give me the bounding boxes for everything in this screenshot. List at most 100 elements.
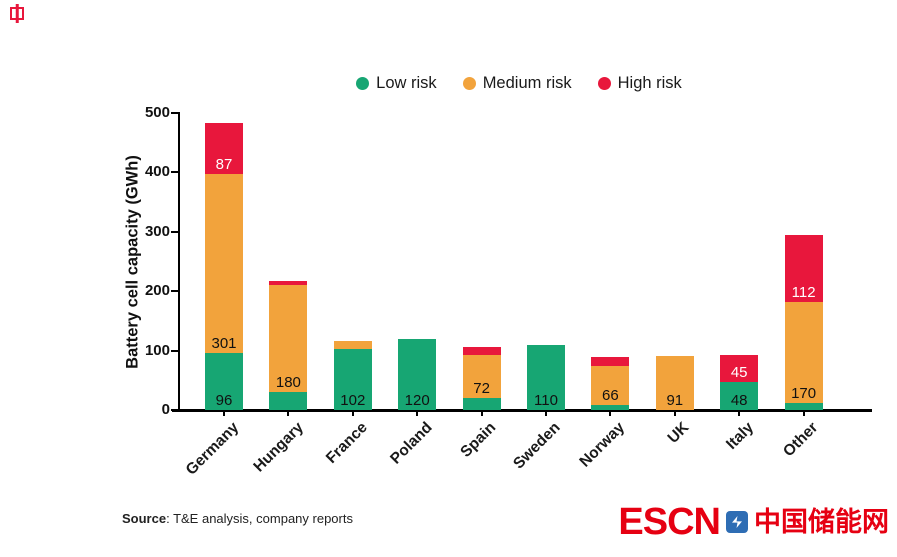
legend-item-medium-risk: Medium risk <box>462 74 572 93</box>
escn-logo-text: ESCN <box>618 501 721 543</box>
y-tick-label: 400 <box>144 163 170 181</box>
segment-medium-risk: 66 <box>591 366 630 406</box>
segment-high-risk: 112 <box>784 235 823 302</box>
bar-value-label: 72 <box>473 380 490 398</box>
source-label: Source <box>122 511 167 526</box>
x-tick-mark <box>545 410 547 416</box>
segment-low-risk <box>269 392 308 410</box>
segment-high-risk: 45 <box>720 354 759 382</box>
escn-logo: ESCN 中国储能网 <box>618 503 889 541</box>
x-axis-label: UK <box>664 419 693 447</box>
plot-area: 0 100 200 300 400 500 96 301 87 Germany 180 Hungary… <box>145 104 872 479</box>
bar-value-label: 48 <box>730 392 748 409</box>
segment-medium-risk: 180 <box>269 285 308 393</box>
x-axis-line <box>172 409 872 412</box>
legend: Low risk Medium risk High risk <box>178 74 860 93</box>
bar-sweden: 110 <box>527 344 565 410</box>
legend-label: High risk <box>617 74 682 92</box>
segment-high-risk: 87 <box>205 122 243 175</box>
x-axis-label: Other <box>780 419 822 461</box>
x-axis-label: Germany <box>182 419 243 479</box>
bar-value-label: 112 <box>791 283 816 301</box>
x-tick-mark <box>609 410 612 416</box>
bar-value-label: 110 <box>534 392 558 409</box>
y-tick-label: 200 <box>144 282 170 300</box>
segment-low-risk: 120 <box>398 338 437 410</box>
x-axis-label: Spain <box>457 419 500 461</box>
x-axis-label: France <box>322 419 371 467</box>
bar-value-label: 120 <box>404 392 430 409</box>
segment-high-risk <box>462 347 501 356</box>
legend-label: Low risk <box>376 74 437 92</box>
bar-value-label: 91 <box>666 392 684 409</box>
source-text: : T&E analysis, company reports <box>166 511 353 526</box>
segment-medium-risk: 72 <box>462 355 501 399</box>
x-tick-mark <box>738 410 741 416</box>
legend-dot <box>597 77 611 90</box>
legend-item-low-risk: Low risk <box>356 74 437 93</box>
bar-value-label: 66 <box>602 387 619 405</box>
segment-medium-risk: 301 <box>205 174 243 353</box>
x-tick-mark <box>351 410 354 416</box>
bar-value-label: 301 <box>211 334 237 352</box>
segment-low-risk <box>462 398 501 410</box>
y-tick-mark <box>171 290 180 293</box>
bar-value-label: 96 <box>215 392 233 409</box>
bar-value-label: 180 <box>275 374 301 392</box>
legend-label: Medium risk <box>482 74 572 92</box>
bar-value-label: 87 <box>215 156 233 174</box>
x-tick-mark <box>673 410 676 416</box>
bar-value-label: 45 <box>730 363 748 381</box>
segment-low-risk: 110 <box>527 344 565 410</box>
escn-logo-icon <box>726 511 748 533</box>
escn-logo-chinese-text: 中国储能网 <box>754 506 889 537</box>
x-tick-mark <box>480 410 483 416</box>
bar-uk: 91 <box>655 355 694 410</box>
y-tick-label: 0 <box>161 401 170 418</box>
y-axis-title: Battery cell capacity (GWh) <box>123 154 142 369</box>
segment-low-risk: 48 <box>720 381 759 410</box>
segment-medium-risk <box>333 341 372 350</box>
segment-low-risk <box>784 402 823 410</box>
corner-watermark-icon <box>10 7 24 20</box>
bar-value-label: 170 <box>791 384 817 402</box>
segment-medium-risk: 91 <box>655 355 694 410</box>
x-axis-label: Hungary <box>249 419 307 476</box>
x-axis-label: Sweden <box>510 419 565 473</box>
bar-poland: 120 <box>398 338 437 410</box>
segment-medium-risk: 170 <box>784 301 823 403</box>
bar-value-label: 102 <box>340 392 366 409</box>
y-axis-title-wrap: Battery cell capacity (GWh) <box>120 113 146 410</box>
legend-dot <box>462 77 476 90</box>
y-tick-label: 500 <box>144 104 170 121</box>
y-tick-mark <box>171 230 180 233</box>
bar-germany: 96 301 87 <box>205 122 243 410</box>
segment-high-risk <box>591 357 630 367</box>
x-axis-label: Italy <box>723 419 758 453</box>
bar-norway: 66 <box>591 357 630 410</box>
bar-france: 102 <box>333 341 372 410</box>
bar-other: 170 112 <box>784 235 823 410</box>
legend-item-high-risk: High risk <box>597 74 682 93</box>
y-tick-label: 100 <box>144 341 170 359</box>
bar-spain: 72 <box>462 347 501 410</box>
bar-italy: 48 45 <box>720 354 759 410</box>
y-tick-mark <box>171 349 180 352</box>
y-tick-mark <box>171 409 180 411</box>
x-tick-mark <box>223 410 225 416</box>
segment-low-risk <box>591 405 630 410</box>
legend-dot <box>356 77 370 90</box>
segment-high-risk <box>269 280 308 286</box>
x-axis-label: Poland <box>386 419 436 468</box>
x-tick-mark <box>287 410 290 416</box>
y-tick-mark <box>171 171 180 174</box>
x-tick-mark <box>416 410 419 416</box>
segment-low-risk: 102 <box>333 349 372 410</box>
y-tick-label: 300 <box>144 222 170 240</box>
x-tick-mark <box>802 410 805 416</box>
y-tick-mark <box>171 112 180 114</box>
segment-low-risk: 96 <box>205 352 243 410</box>
source-note: Source: T&E analysis, company reports <box>122 511 353 526</box>
x-axis-label: Norway <box>576 419 629 471</box>
